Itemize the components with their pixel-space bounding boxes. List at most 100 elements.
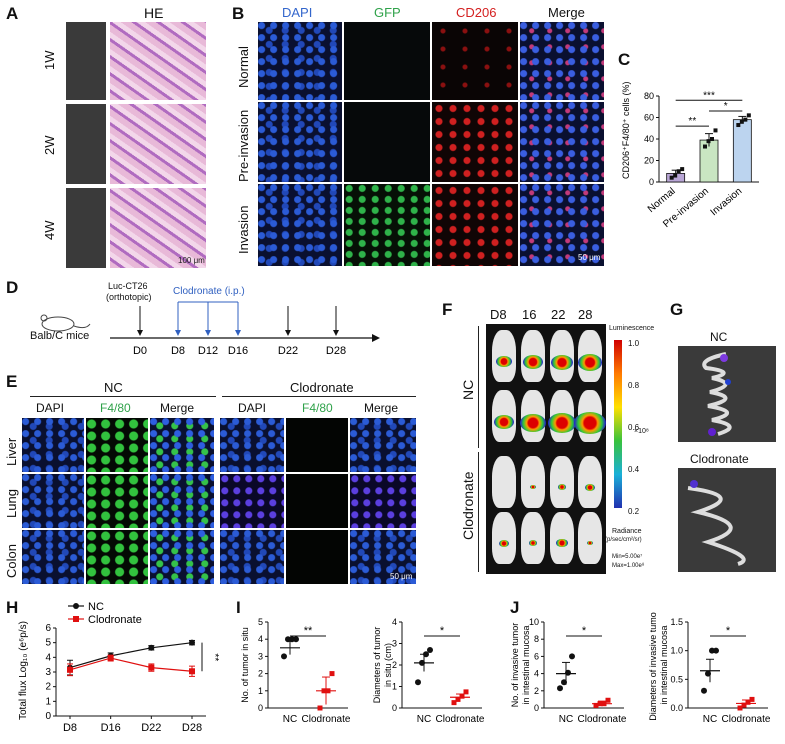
min-label: Min=5.00e⁷ (612, 554, 643, 560)
col-label-dapi: DAPI (282, 5, 313, 20)
timeline-day-label: D0 (133, 345, 147, 357)
dot-point (745, 699, 751, 705)
mouse (578, 512, 602, 564)
dot-ytick-label: 5 (258, 617, 263, 627)
bioluminescence-signal (587, 540, 593, 545)
tile-inv-merge (520, 184, 604, 266)
mouse (492, 456, 516, 508)
scale-bar-e: 50 μm (390, 572, 413, 581)
panel-label-j: J (510, 598, 520, 617)
gut-image-4w (66, 188, 106, 268)
dot-ylabel: No. of invasive tumor (510, 623, 520, 708)
bioluminescence-signal (523, 355, 543, 369)
h-series-line (69, 642, 193, 669)
dot-ytick-label: 1.0 (670, 646, 683, 656)
dot-point (741, 702, 747, 708)
dot-sig-label: * (440, 625, 445, 637)
panel-label-a: A (6, 4, 19, 23)
dot-category-label: Clodronate (302, 714, 351, 725)
dot-ytick-label: 2 (392, 660, 397, 670)
c-ytick-label: 80 (644, 91, 654, 101)
dot-point (415, 679, 421, 686)
col-label-cd206: CD206 (456, 5, 497, 20)
e-col-dapi-cl: DAPI (238, 401, 267, 415)
radiance-unit: (p/sec/cm²/sr) (605, 537, 642, 543)
c-point (713, 128, 718, 133)
he-image-1w (110, 22, 206, 100)
colorbar-tick: 1.0 (628, 339, 640, 348)
gut-image-2w (66, 104, 106, 184)
h-xtick-label: D22 (141, 722, 161, 734)
tile-liver-f480-cl (286, 418, 348, 472)
c-point (703, 144, 707, 149)
tile-colon-dapi-nc (22, 530, 84, 584)
tile-liver-dapi-nc (22, 418, 84, 472)
bioluminescence-signal (499, 539, 509, 547)
panel-label-g: G (670, 300, 684, 319)
dot-point (749, 696, 755, 702)
dot-ytick-label: 0 (392, 703, 397, 713)
chart-h: 0 1 2 3 4 5 6 D8 D16 D22 D28 Total flux Log₁₀ (e⁶p/… (18, 601, 220, 734)
tile-normal-cd206 (432, 22, 518, 100)
dot-ytick-label: 2 (258, 669, 263, 679)
h-ylabel: Total flux Log₁₀ (e⁶p/s) (18, 621, 29, 720)
h-legend-marker (73, 616, 79, 622)
e-col-merge-nc: Merge (160, 401, 195, 415)
tile-inv-cd206 (432, 184, 518, 266)
dot-point (605, 697, 611, 703)
e-row-lung: Lung (4, 489, 19, 518)
dot-point (557, 685, 563, 692)
h-ytick-label: 3 (45, 667, 51, 678)
tile-inv-gfp (344, 184, 430, 266)
max-label: Max=1.00e⁸ (612, 563, 645, 569)
h-point (148, 664, 155, 671)
clodronate-label: Clodronate (i.p.) (173, 286, 245, 297)
dot-category-label: Clodronate (578, 714, 627, 725)
f-day-d8: D8 (490, 307, 507, 322)
timeline-day-label: D12 (198, 345, 218, 357)
row-label-4w: 4W (42, 220, 57, 241)
f-bracket-clodronate (478, 452, 479, 572)
tile-lung-f480-nc (86, 474, 148, 528)
tile-colon-dapi-cl (220, 530, 284, 584)
bioluminescence-signal (585, 483, 595, 491)
timeline-day-label: D8 (171, 345, 185, 357)
dot-ytick-label: 10 (529, 617, 539, 627)
timeline-arrow-head (285, 330, 291, 336)
dot-point (281, 653, 287, 660)
h-ytick-label: 4 (45, 652, 51, 663)
c-point (743, 117, 748, 122)
dot-ytick-label: 4 (392, 617, 397, 627)
dot-point (569, 653, 575, 660)
dot-ylabel: Diameters of invasive tumor (648, 612, 658, 721)
h-series-line (69, 657, 193, 672)
g-label-nc: NC (710, 330, 728, 344)
row-label-2w: 2W (42, 135, 57, 156)
tile-normal-dapi (258, 22, 342, 100)
bioluminescence-signal (529, 540, 537, 546)
bioluminescence-signal (551, 354, 573, 370)
h-point (189, 639, 195, 646)
divider-nc (30, 396, 216, 397)
h-legend-label: Clodronate (88, 614, 142, 626)
c-sig-label: * (724, 101, 728, 112)
dot-ytick-label: 3 (258, 651, 263, 661)
tile-colon-f480-nc (86, 530, 148, 584)
dot-point (451, 700, 457, 706)
h-ytick-label: 2 (45, 682, 51, 693)
dot-point (455, 696, 461, 702)
dot-ytick-label: 1 (392, 682, 397, 692)
dot-point (427, 646, 433, 653)
scale-bar-a: 100 μm (178, 256, 205, 265)
timeline-day-label: D22 (278, 345, 298, 357)
timeline-day-label: D28 (326, 345, 346, 357)
dot-sig-label: * (726, 625, 731, 637)
dot-point (463, 689, 469, 695)
colorbar-tick: 0.2 (628, 507, 640, 516)
col-label-merge: Merge (548, 5, 585, 20)
e-col-f480-nc: F4/80 (100, 401, 131, 415)
dot-ytick-label: 1.5 (670, 617, 683, 627)
tile-liver-merge-nc (150, 418, 214, 472)
colorbar (614, 340, 622, 508)
tile-lung-dapi-cl (220, 474, 284, 528)
